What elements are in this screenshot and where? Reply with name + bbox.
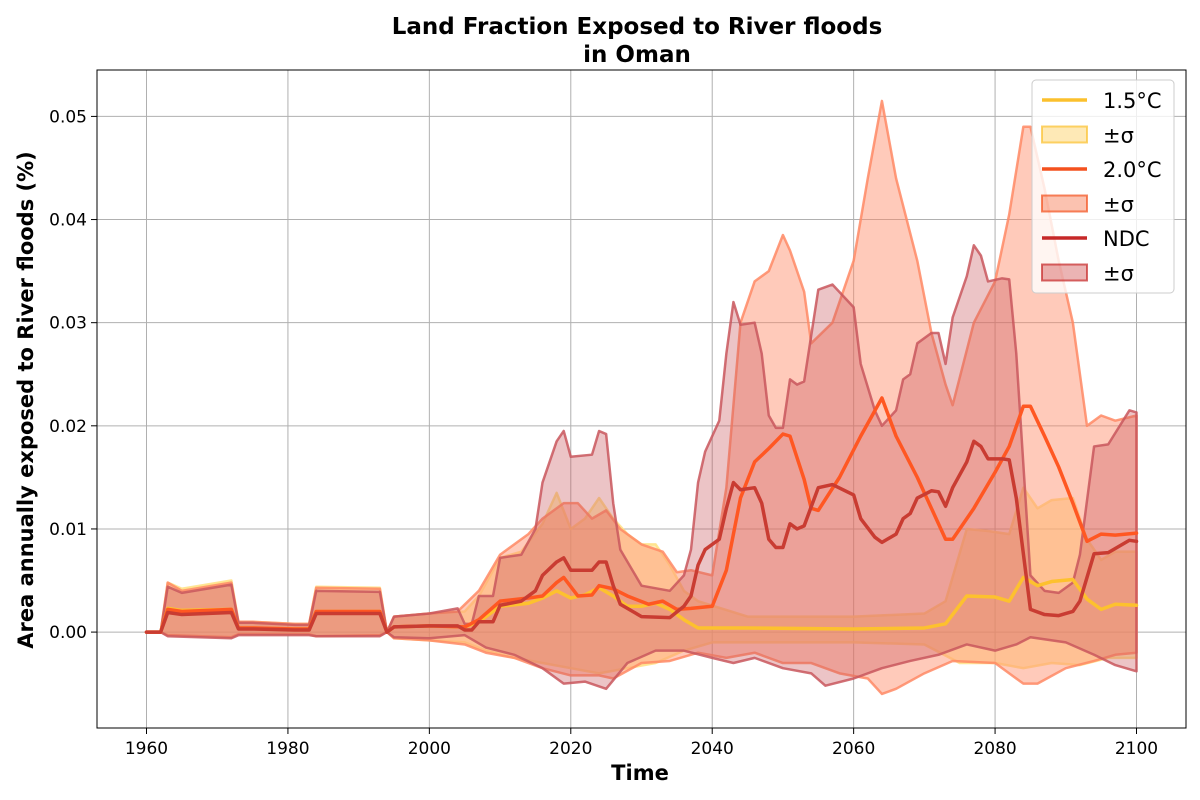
legend: 1.5°C ±σ 2.0°C ±σ NDC ±σ [1031,79,1175,294]
series-lines [144,396,1139,634]
y-tick-label: 0.02 [49,417,87,437]
y-tick-label: 0.03 [49,314,87,334]
chart-title-line2: in Oman [583,42,691,68]
legend-label: NDC [1103,227,1150,251]
mean-line-20c [144,396,1139,634]
legend-label: ±σ [1103,262,1134,286]
y-tick-label: 0.05 [49,107,87,127]
sigma-band-20c [145,99,1138,696]
x-axis-label: Time [611,761,669,785]
legend-label: ±σ [1103,124,1134,148]
grid [97,70,1186,728]
x-tick-label: 2040 [691,739,734,759]
y-tick-label: 0.01 [49,520,87,540]
x-tick-label: 2100 [1115,739,1158,759]
chart-title-line1: Land Fraction Exposed to River floods [392,14,883,40]
legend-band-swatch [1041,263,1088,282]
x-tick-label: 2020 [549,739,592,759]
x-tick-label: 1980 [266,739,309,759]
y-axis-label: Area annually exposed to River floods (%… [14,151,38,649]
legend-label: 2.0°C [1103,158,1162,182]
plot-frame [96,69,1187,729]
x-tick-label: 2000 [408,739,451,759]
legend-label: ±σ [1103,193,1134,217]
legend-band-swatch [1041,125,1088,144]
legend-band-swatch [1041,194,1088,213]
sigma-band-ndc [145,244,1138,691]
y-tick-label: 0.00 [49,623,87,643]
mean-line-ndc [144,439,1139,634]
axis-ticks: 1960 1980 2000 2020 2040 2060 2080 2100 0.00 0.01… [49,107,1158,759]
x-tick-label: 2080 [973,739,1016,759]
x-tick-label: 1960 [125,739,168,759]
x-tick-label: 2060 [832,739,875,759]
legend-label: 1.5°C [1103,89,1162,113]
y-tick-label: 0.04 [49,211,87,231]
